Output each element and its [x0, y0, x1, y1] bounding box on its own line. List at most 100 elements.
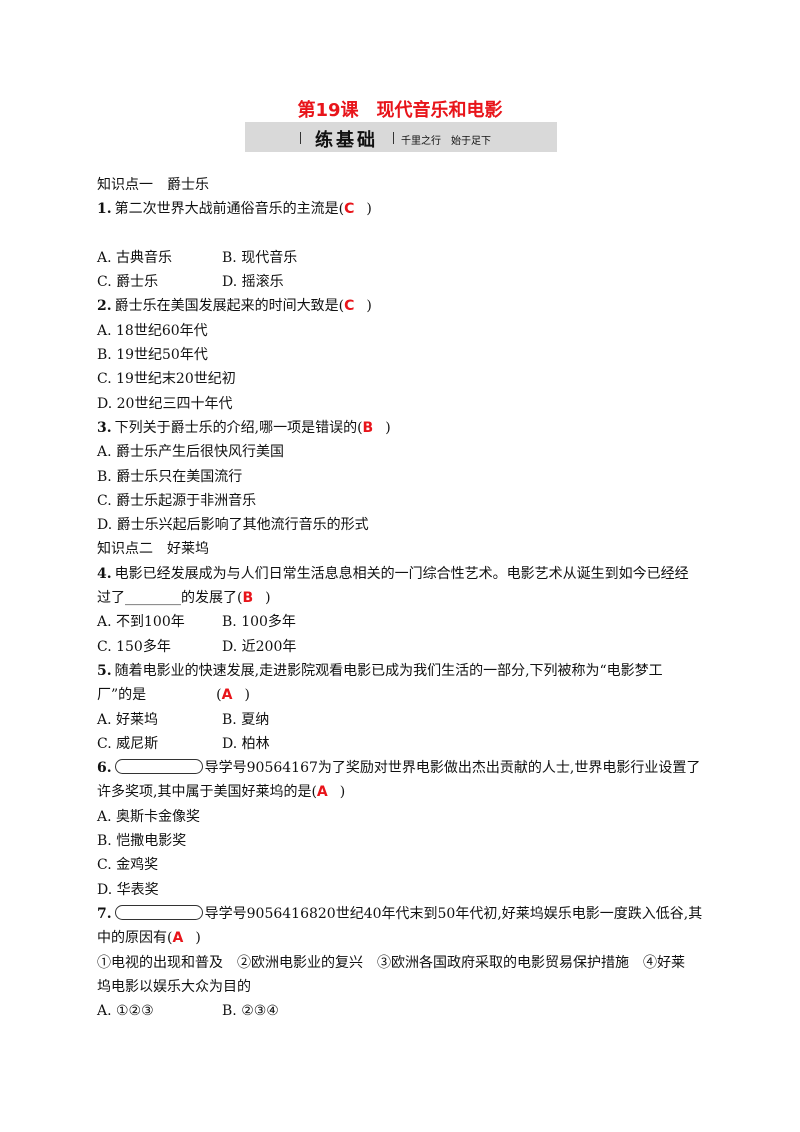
option-row: C. 爵士乐 D. 摇滚乐	[97, 270, 717, 294]
option: C. 威尼斯	[97, 735, 159, 752]
question-stem: 过了________的发展了(	[97, 590, 243, 607]
question-line: 厂”的是 (A)	[97, 683, 717, 707]
option: B. ②③④	[222, 1003, 279, 1020]
option-row: C. 爵士乐起源于非洲音乐	[97, 489, 717, 513]
question-stem: 导学号90564167为了奖励对世界电影做出杰出贡献的人士,世界电影行业设置了	[204, 760, 701, 777]
close-paren: )	[366, 201, 372, 218]
option: A. 奥斯卡金像奖	[97, 808, 201, 825]
option: B. 100多年	[222, 614, 296, 631]
statement: 坞电影以娱乐大众为目的	[97, 978, 251, 995]
banner-label: 练基础	[315, 130, 378, 151]
question-line: 许多奖项,其中属于美国好莱坞的是(A)	[97, 780, 717, 804]
question-number: 7.	[97, 905, 112, 922]
answer: B	[362, 419, 374, 436]
option: D. 华表奖	[97, 881, 159, 898]
close-paren: )	[265, 590, 271, 607]
question-stem: 第二次世界大战前通俗音乐的主流是(	[114, 201, 345, 218]
question-stem: 中的原因有(	[97, 930, 173, 947]
option: C. 爵士乐起源于非洲音乐	[97, 492, 257, 509]
divider	[393, 132, 394, 144]
close-paren: )	[244, 687, 250, 704]
option: B. 爵士乐只在美国流行	[97, 468, 243, 485]
section-heading: 知识点二 好莱坞	[97, 541, 209, 558]
close-paren: )	[195, 930, 201, 947]
question-stem: 下列关于爵士乐的介绍,哪一项是错误的(	[114, 419, 363, 436]
option: D. 20世纪三四十年代	[97, 395, 233, 412]
section-heading: 知识点一 爵士乐	[97, 177, 209, 193]
option-row: C. 威尼斯 D. 柏林	[97, 732, 717, 756]
option: C. 金鸡奖	[97, 857, 159, 874]
question-line: 7. 导学号9056416820世纪40年代末到50年代初,好莱坞娱乐电影一度跌入…	[97, 902, 717, 926]
answer: A	[172, 930, 184, 947]
option-row: C. 150多年 D. 近200年	[97, 635, 717, 659]
option-row: A. 爵士乐产生后很快风行美国	[97, 440, 717, 464]
question-number: 2.	[97, 298, 112, 315]
question-stem: 导学号9056416820世纪40年代末到50年代初,好莱坞娱乐电影一度跌入低谷…	[204, 905, 703, 922]
banner-motto: 千里之行 始于足下	[401, 136, 491, 147]
option-row: B. 19世纪50年代	[97, 343, 717, 367]
option: A. 好莱坞	[97, 711, 159, 728]
option-row: B. 爵士乐只在美国流行	[97, 465, 717, 489]
section-line: 知识点一 爵士乐	[97, 173, 717, 197]
option: C. 19世纪末20世纪初	[97, 371, 236, 388]
close-paren: )	[366, 298, 372, 315]
option: B. 19世纪50年代	[97, 347, 208, 364]
option-row: D. 20世纪三四十年代	[97, 392, 717, 416]
question-stem: 许多奖项,其中属于美国好莱坞的是(	[97, 784, 317, 801]
question-number: 4.	[97, 565, 112, 582]
guide-icon	[114, 759, 203, 775]
statement-line: ①电视的出现和普及 ②欧洲电影业的复兴 ③欧洲各国政府采取的电影贸易保护措施 ④…	[97, 951, 717, 975]
option: A. 爵士乐产生后很快风行美国	[97, 444, 285, 461]
question-number: 5.	[97, 662, 112, 679]
question-stem: 电影已经发展成为与人们日常生活息息相关的一门综合性艺术。电影艺术从诞生到如今已经…	[114, 565, 689, 582]
option: B. 夏纳	[222, 711, 270, 728]
close-paren: )	[385, 419, 391, 436]
option-row: C. 19世纪末20世纪初	[97, 367, 717, 391]
question-stem: 厂”的是 (	[97, 687, 222, 704]
question-number: 3.	[97, 419, 112, 436]
option-row: D. 爵士乐兴起后影响了其他流行音乐的形式	[97, 513, 717, 537]
option: A. 不到100年	[97, 614, 185, 631]
answer: C	[344, 201, 355, 218]
answer: A	[316, 784, 328, 801]
option: A. 古典音乐	[97, 249, 173, 266]
question-line: 6. 导学号90564167为了奖励对世界电影做出杰出贡献的人士,世界电影行业设置…	[97, 756, 717, 780]
option: D. 摇滚乐	[222, 274, 284, 291]
option-row: A. 不到100年 B. 100多年	[97, 610, 717, 634]
question-line: 3. 下列关于爵士乐的介绍,哪一项是错误的(B)	[97, 416, 717, 440]
option: D. 柏林	[222, 735, 270, 752]
close-paren: )	[339, 784, 346, 801]
answer: A	[221, 687, 233, 704]
option: A. ①②③	[97, 1003, 154, 1020]
option: D. 爵士乐兴起后影响了其他流行音乐的形式	[97, 517, 369, 534]
option: B. 恺撒电影奖	[97, 833, 187, 850]
option-row: B. 恺撒电影奖	[97, 829, 717, 853]
question-stem: 爵士乐在美国发展起来的时间大致是(	[114, 298, 345, 315]
option-row: D. 华表奖	[97, 878, 717, 902]
option-row: A. 古典音乐 B. 现代音乐	[97, 246, 717, 270]
divider	[300, 132, 301, 144]
statement: ①电视的出现和普及 ②欧洲电影业的复兴 ③欧洲各国政府采取的电影贸易保护措施 ④…	[97, 954, 685, 971]
spacer	[97, 222, 717, 246]
banner: 练基础 千里之行 始于足下	[245, 122, 557, 152]
question-line: 1. 第二次世界大战前通俗音乐的主流是(C)	[97, 197, 717, 221]
question-line: 2. 爵士乐在美国发展起来的时间大致是(C)	[97, 294, 717, 318]
statement-line: 坞电影以娱乐大众为目的	[97, 975, 717, 999]
answer: C	[344, 298, 355, 315]
option: D. 近200年	[222, 638, 297, 655]
option: B. 现代音乐	[222, 249, 298, 266]
question-stem: 随着电影业的快速发展,走进影院观看电影已成为我们生活的一部分,下列被称为“电影梦…	[114, 662, 663, 679]
answer: B	[242, 590, 254, 607]
question-number: 6.	[97, 760, 112, 777]
option: C. 150多年	[97, 638, 171, 655]
option-row: A. 18世纪60年代	[97, 319, 717, 343]
guide-icon	[114, 904, 203, 920]
exercise-list: 知识点一 爵士乐 1. 第二次世界大战前通俗音乐的主流是(C) A. 古典音乐 B. 现…	[97, 173, 717, 1023]
question-line: 过了________的发展了(B)	[97, 586, 717, 610]
question-number: 1.	[97, 201, 112, 218]
option: C. 爵士乐	[97, 274, 159, 291]
option-row: A. 好莱坞 B. 夏纳	[97, 708, 717, 732]
option-row: A. 奥斯卡金像奖	[97, 805, 717, 829]
option: A. 18世纪60年代	[97, 322, 208, 339]
